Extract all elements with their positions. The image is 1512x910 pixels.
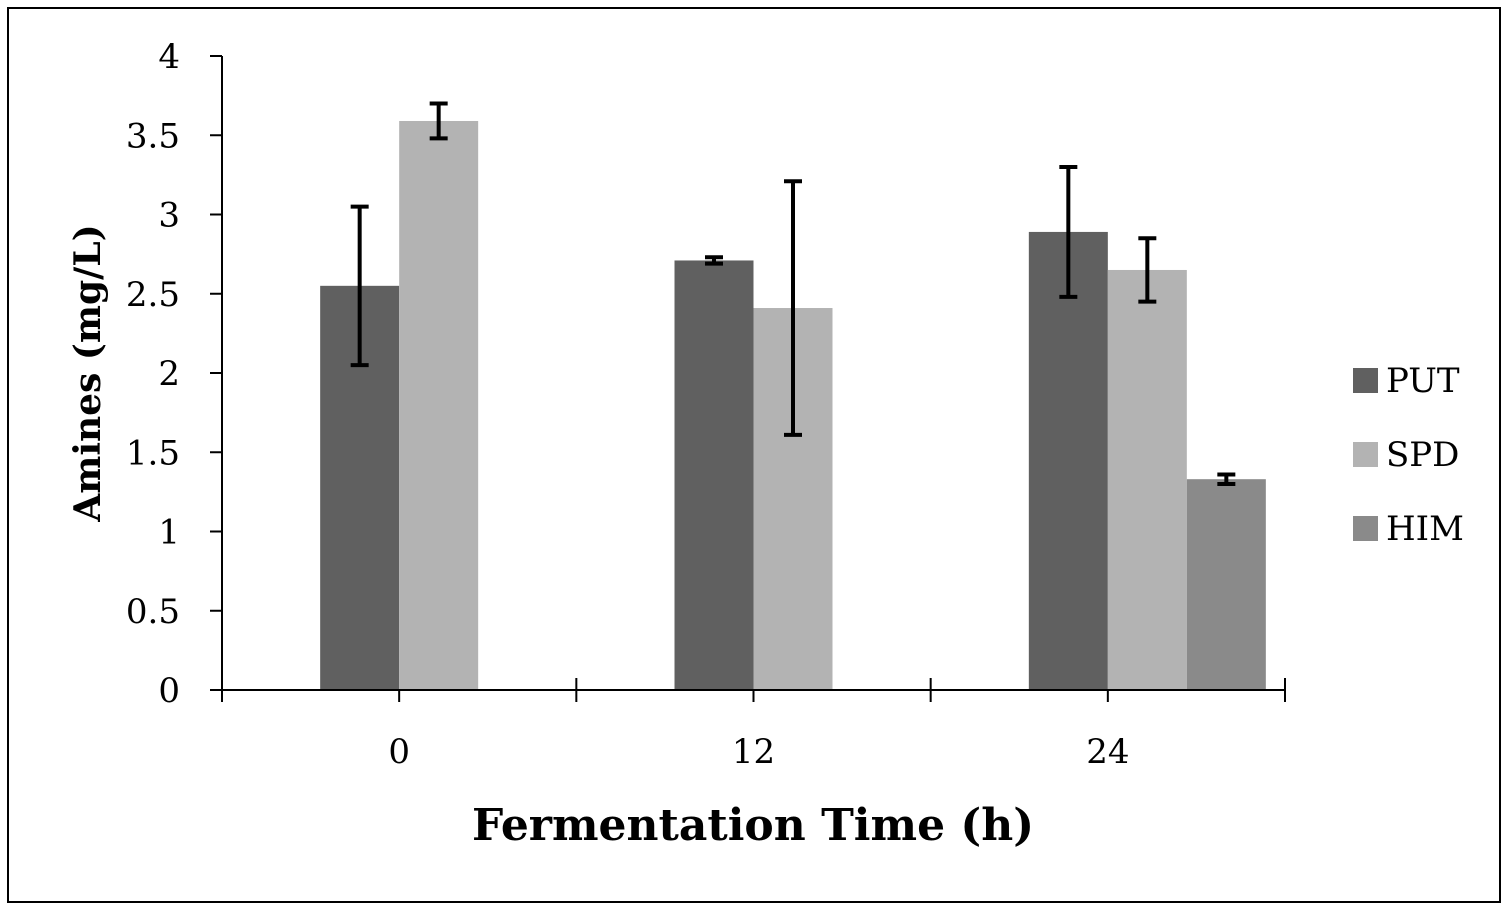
y-tick-label: 3.5 [126, 116, 180, 156]
error-bar-spd-12 [784, 179, 802, 437]
x-tick-label: 0 [388, 732, 410, 772]
error-bar-spd-0 [429, 101, 448, 141]
x-ticks-layer: 0 12 24 [221, 678, 1286, 772]
bar-put-24 [1028, 231, 1108, 690]
error-bar-put-0 [350, 204, 369, 368]
x-tick-label: 12 [732, 732, 775, 772]
legend-swatch-put [1353, 368, 1378, 393]
error-bar-him-24 [1217, 472, 1236, 486]
y-ticks-layer: 0 0.5 1 1.5 2 2.5 3 3.5 4 [126, 37, 222, 711]
legend-label-him: HIM [1386, 509, 1464, 549]
y-tick-label: 2 [158, 354, 180, 394]
bar-spd-0 [399, 120, 479, 691]
legend-swatch-spd [1353, 442, 1378, 467]
bar-spd-24 [1107, 269, 1187, 690]
error-bar-spd-24 [1138, 236, 1157, 304]
legend-label-put: PUT [1386, 361, 1460, 401]
bars-layer [320, 120, 1266, 691]
bar-put-12 [674, 260, 754, 690]
error-bar-put-12 [705, 255, 723, 266]
x-axis-title: Fermentation Time (h) [472, 800, 1034, 851]
y-tick-label: 4 [158, 37, 180, 77]
legend-swatch-him [1353, 516, 1378, 541]
y-tick-label: 3 [158, 196, 180, 236]
error-bars-layer [350, 101, 1236, 486]
y-tick-label: 2.5 [126, 275, 180, 315]
error-bar-put-24 [1059, 164, 1078, 299]
y-tick-label: 0.5 [126, 592, 180, 632]
bar-him-24 [1186, 479, 1266, 690]
y-tick-label: 1 [158, 513, 180, 553]
y-tick-label: 0 [158, 671, 180, 711]
y-axis-title: Amines (mg/L) [67, 224, 109, 522]
x-tick-label: 24 [1086, 732, 1129, 772]
legend-label-spd: SPD [1386, 435, 1459, 475]
legend: PUT SPD HIM [1353, 361, 1464, 549]
y-tick-label: 1.5 [126, 433, 180, 473]
